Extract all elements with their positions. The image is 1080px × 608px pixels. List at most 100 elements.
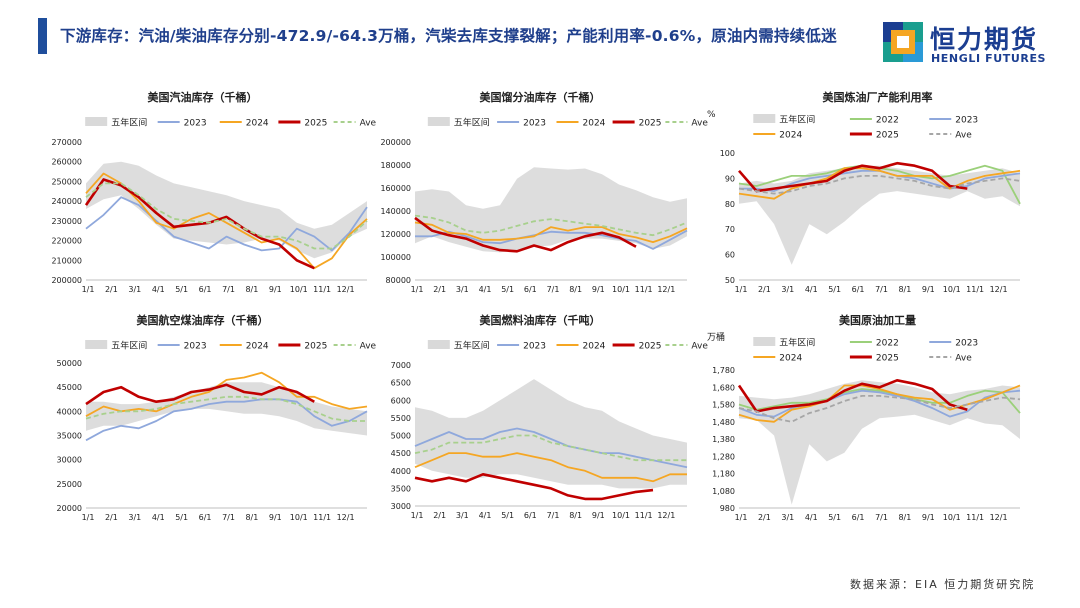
legend-label-y2024: 2024 bbox=[779, 131, 802, 141]
x-tick-label: 9/1 bbox=[269, 285, 282, 294]
legend-swatch-band bbox=[85, 117, 108, 126]
five-year-range-band bbox=[739, 165, 1020, 265]
y-tick-label: 3500 bbox=[391, 484, 411, 493]
x-tick-label: 6/1 bbox=[852, 513, 865, 522]
y-tick-label: 100 bbox=[720, 149, 735, 158]
y-tick-label: 140000 bbox=[380, 207, 411, 216]
x-tick-label: 1/1 bbox=[411, 285, 424, 294]
chart-unit-label: 万桶 bbox=[707, 331, 725, 343]
series-line-2025 bbox=[738, 161, 968, 193]
x-tick-label: 3/1 bbox=[456, 285, 469, 294]
y-tick-label: 5000 bbox=[391, 432, 411, 441]
legend-label-y2023: 2023 bbox=[955, 339, 978, 349]
x-tick-label: 2/1 bbox=[758, 285, 771, 294]
x-tick-label: 3/1 bbox=[456, 511, 469, 520]
x-tick-label: 12/1 bbox=[990, 285, 1008, 294]
y-tick-label: 6500 bbox=[391, 379, 411, 388]
chart-title: 美国燃料油库存（千吨） bbox=[480, 313, 601, 327]
x-tick-label: 8/1 bbox=[898, 285, 911, 294]
y-tick-label: 35000 bbox=[57, 432, 82, 441]
y-tick-label: 80000 bbox=[386, 276, 411, 285]
y-tick-label: 240000 bbox=[51, 197, 82, 206]
y-tick-label: 200000 bbox=[51, 276, 82, 285]
y-tick-label: 230000 bbox=[51, 217, 82, 226]
x-tick-label: 12/1 bbox=[657, 285, 675, 294]
x-tick-label: 5/1 bbox=[501, 285, 514, 294]
chart-legend: 五年区间 2023 2024 2025 Ave bbox=[85, 340, 377, 352]
x-tick-label: 1/1 bbox=[735, 513, 748, 522]
x-tick-label: 2/1 bbox=[105, 285, 118, 294]
five-year-range-band bbox=[739, 380, 1020, 505]
y-tick-label: 180000 bbox=[380, 161, 411, 170]
legend-label-y2024: 2024 bbox=[779, 354, 802, 364]
legend-label-band: 五年区间 bbox=[454, 340, 490, 352]
series-line-2025 bbox=[414, 216, 637, 253]
x-tick-label: 5/1 bbox=[828, 285, 841, 294]
chart-distillate-inventory: 美国馏分油库存（千桶） 五年区间 2023 2024 2025 Ave 200000 1800… bbox=[380, 90, 708, 294]
x-tick-label: 3/1 bbox=[781, 285, 794, 294]
chart-title: 美国馏分油库存（千桶） bbox=[480, 90, 601, 104]
series-line-2025 bbox=[84, 178, 315, 270]
legend-label-ave: Ave bbox=[360, 342, 377, 352]
chart-title: 美国原油加工量 bbox=[839, 313, 916, 327]
y-tick-label: 160000 bbox=[380, 184, 411, 193]
series-line-2024 bbox=[414, 221, 688, 243]
five-year-range-band bbox=[86, 161, 367, 259]
y-tick-label: 250000 bbox=[51, 177, 82, 186]
x-tick-label: 8/1 bbox=[245, 513, 258, 522]
series-line-2023 bbox=[738, 389, 1021, 418]
data-source-note: 数据来源：EIA 恒力期货研究院 bbox=[850, 578, 1036, 591]
x-tick-label: 2/1 bbox=[433, 285, 446, 294]
x-tick-label: 11/1 bbox=[313, 513, 331, 522]
x-tick-label: 4/1 bbox=[152, 285, 165, 294]
series-line-2022 bbox=[738, 388, 1021, 414]
legend-label-ave: Ave bbox=[955, 354, 972, 364]
legend-label-y2024: 2024 bbox=[583, 119, 606, 129]
legend-label-ave: Ave bbox=[691, 342, 708, 352]
y-tick-label: 100000 bbox=[380, 253, 411, 262]
x-tick-label: 6/1 bbox=[199, 513, 212, 522]
x-tick-label: 5/1 bbox=[501, 511, 514, 520]
y-tick-label: 40000 bbox=[57, 407, 82, 416]
y-tick-label: 5500 bbox=[391, 414, 411, 423]
legend-label-ave: Ave bbox=[360, 119, 377, 129]
y-tick-label: 6000 bbox=[391, 396, 411, 405]
five-year-range-band bbox=[415, 167, 687, 253]
chart-fuel-oil-inventory: 美国燃料油库存（千吨） 五年区间 2023 2024 2025 Ave 7000 6500 60… bbox=[391, 313, 709, 520]
y-tick-label: 980 bbox=[720, 504, 735, 513]
logo-mark-icon bbox=[883, 22, 923, 62]
y-tick-label: 270000 bbox=[51, 138, 82, 147]
legend-label-y2023: 2023 bbox=[523, 342, 546, 352]
legend-label-y2024: 2024 bbox=[246, 342, 269, 352]
chart-legend: 五年区间 2023 2024 2025 Ave bbox=[85, 117, 377, 129]
x-tick-label: 2/1 bbox=[758, 513, 771, 522]
x-tick-label: 4/1 bbox=[152, 513, 165, 522]
series-line-2025 bbox=[85, 383, 315, 406]
y-tick-label: 210000 bbox=[51, 256, 82, 265]
x-tick-label: 3/1 bbox=[128, 513, 141, 522]
y-tick-label: 90 bbox=[725, 174, 735, 183]
legend-label-y2023: 2023 bbox=[184, 119, 207, 129]
y-tick-label: 220000 bbox=[51, 237, 82, 246]
x-tick-label: 6/1 bbox=[524, 285, 537, 294]
legend-label-y2022: 2022 bbox=[876, 339, 899, 349]
brand-logo: 恒力期货 HENGLI FUTURES bbox=[883, 18, 1063, 68]
x-tick-label: 11/1 bbox=[635, 285, 653, 294]
x-tick-label: 9/1 bbox=[592, 285, 605, 294]
chart-legend: 五年区间 2023 2024 2025 Ave bbox=[427, 117, 708, 129]
y-tick-label: 60 bbox=[725, 251, 735, 260]
series-line-2023 bbox=[415, 229, 688, 250]
x-tick-label: 4/1 bbox=[479, 511, 492, 520]
y-tick-label: 1,680 bbox=[712, 383, 735, 392]
legend-label-y2024: 2024 bbox=[246, 119, 269, 129]
x-tick-label: 11/1 bbox=[966, 513, 984, 522]
y-tick-label: 4500 bbox=[391, 449, 411, 458]
x-tick-label: 4/1 bbox=[805, 513, 818, 522]
x-tick-label: 12/1 bbox=[990, 513, 1008, 522]
series-line-ave bbox=[85, 182, 368, 250]
x-tick-label: 9/1 bbox=[922, 513, 935, 522]
x-tick-label: 9/1 bbox=[922, 285, 935, 294]
series-line-ave bbox=[414, 214, 688, 237]
legend-label-y2024: 2024 bbox=[583, 342, 606, 352]
